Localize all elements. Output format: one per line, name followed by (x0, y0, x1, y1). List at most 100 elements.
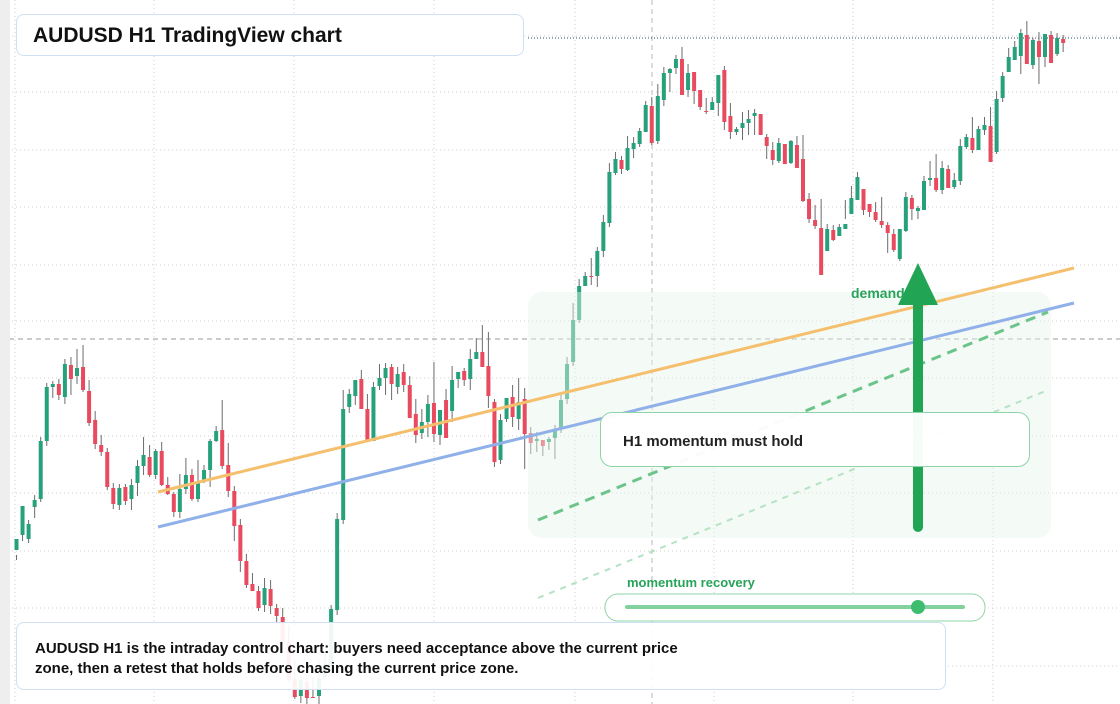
candle-body (534, 439, 539, 441)
candle-body (81, 367, 86, 390)
candle-body (565, 364, 570, 399)
commentary-line-1: AUDUSD H1 is the intraday control chart:… (35, 640, 678, 657)
candle-body (583, 276, 588, 286)
candle-body (486, 366, 491, 396)
candle-body (38, 441, 43, 499)
candle-body (353, 380, 358, 396)
candle-body (450, 380, 455, 411)
commentary-line-2: zone, then a retest that holds before ch… (35, 660, 519, 677)
candle-body (456, 372, 461, 379)
candle-body (1024, 35, 1029, 64)
candle-body (347, 394, 352, 407)
candle-body (631, 143, 636, 149)
candle-body (425, 404, 430, 422)
candle-body (123, 487, 128, 501)
candle-body (589, 276, 594, 277)
momentum-note: H1 momentum must hold (600, 412, 1030, 467)
demand-label: demand (851, 285, 905, 301)
candle-body (244, 561, 249, 585)
candle-body (56, 384, 61, 395)
chart-title: AUDUSD H1 TradingView chart (16, 14, 524, 56)
candle-body (304, 682, 309, 698)
candle-body (552, 430, 557, 438)
candle-body (673, 59, 678, 68)
candle-body (613, 159, 618, 173)
candle-body (988, 126, 993, 162)
candle-body (782, 144, 787, 164)
candle-body (371, 387, 376, 441)
candle-body (595, 251, 600, 276)
candle-body (310, 697, 315, 698)
candle-body (970, 138, 975, 150)
candle-body (577, 286, 582, 320)
candle-body (1006, 57, 1011, 72)
candle-body (704, 111, 709, 112)
candle-body (341, 409, 346, 520)
candle-body (849, 198, 854, 214)
candle-body (655, 96, 660, 141)
candle-body (946, 169, 951, 188)
candle-body (728, 116, 733, 132)
candle-body (93, 420, 98, 444)
candle-body (807, 199, 812, 219)
candle-body (879, 221, 884, 225)
candle-body (1000, 76, 1005, 98)
candle-body (468, 359, 473, 379)
candle-body (1049, 35, 1054, 63)
candle-body (680, 59, 684, 95)
commentary-box: AUDUSD H1 is the intraday control chart:… (16, 622, 946, 690)
candle-body (159, 451, 164, 485)
candle-body (867, 204, 872, 212)
candle-body (928, 178, 933, 180)
candle-body (903, 197, 908, 231)
candle-body (776, 143, 781, 161)
candle-body (764, 137, 769, 146)
candle-body (189, 475, 194, 499)
candle-body (171, 494, 176, 512)
candle-body (891, 234, 896, 250)
candle-body (214, 431, 219, 441)
candle-body (26, 524, 31, 539)
candle-body (686, 73, 691, 90)
candle-body (837, 227, 842, 236)
candle-body (1061, 39, 1066, 43)
candle-body (915, 208, 920, 211)
candle-body (135, 466, 140, 483)
candle-body (444, 400, 449, 438)
candle-body (117, 488, 122, 505)
candle-body (770, 150, 775, 160)
candle-body (462, 371, 467, 380)
candle-body (710, 102, 715, 110)
candle-body (746, 119, 751, 123)
candle-body (147, 457, 152, 475)
candle-body (855, 177, 860, 200)
candle-body (105, 452, 110, 487)
candle-body (1055, 38, 1060, 54)
candle-body (250, 584, 255, 591)
candle-body (516, 402, 521, 419)
candle-body (734, 129, 739, 132)
candles-layer (14, 21, 1066, 704)
candle-body (619, 160, 624, 169)
candle-body (952, 180, 957, 187)
candle-body (208, 441, 213, 470)
candle-body (480, 352, 485, 367)
candle-body (794, 145, 799, 168)
candle-body (649, 106, 654, 143)
candle-body (1012, 47, 1017, 60)
candle-body (395, 374, 400, 387)
candle-body (801, 159, 805, 201)
candle-body (861, 189, 866, 210)
candle-body (601, 222, 606, 251)
candle-body (873, 212, 878, 220)
candle-body (141, 455, 146, 466)
candle-body (922, 181, 926, 210)
candle-body (522, 399, 527, 434)
candle-body (637, 131, 642, 144)
candle-body (75, 368, 79, 376)
candle-body (940, 168, 945, 190)
candle-body (365, 409, 370, 440)
candle-body (982, 125, 987, 130)
candle-body (722, 70, 727, 122)
